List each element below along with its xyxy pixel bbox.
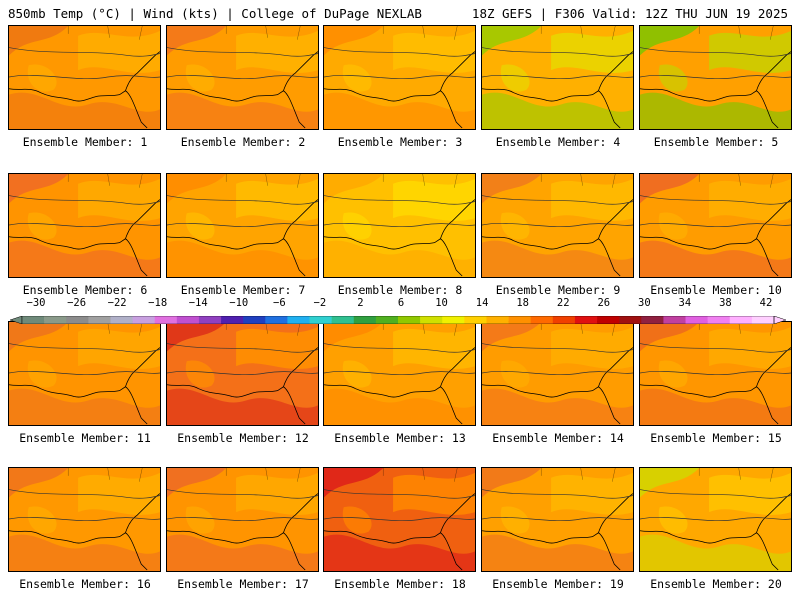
colorbar-tick-label: 42 bbox=[759, 297, 773, 309]
colorbar-tick-label: 26 bbox=[597, 297, 611, 309]
ensemble-map-panel bbox=[166, 25, 319, 130]
colorbar-tick-label: 10 bbox=[435, 297, 448, 309]
ensemble-map-panel bbox=[166, 321, 319, 426]
colorbar-tick-label: −10 bbox=[229, 297, 249, 309]
ensemble-member-label: Ensemble Member: 18 bbox=[334, 577, 466, 591]
ensemble-member-label: Ensemble Member: 11 bbox=[19, 431, 151, 445]
colorbar-tick-label: 2 bbox=[357, 297, 364, 309]
ensemble-member-label: Ensemble Member: 16 bbox=[19, 577, 151, 591]
ensemble-member-label: Ensemble Member: 3 bbox=[337, 135, 463, 149]
temperature-colorbar bbox=[9, 309, 787, 325]
colorbar-tick-label: 14 bbox=[475, 297, 489, 309]
ensemble-map-panel bbox=[481, 173, 634, 278]
colorbar-tick-label: 18 bbox=[516, 297, 529, 309]
ensemble-map-panel bbox=[323, 173, 476, 278]
ensemble-member-label: Ensemble Member: 1 bbox=[22, 135, 148, 149]
ensemble-member-label: Ensemble Member: 5 bbox=[653, 135, 779, 149]
colorbar-tick-label: −2 bbox=[313, 297, 327, 309]
colorbar-tick-label: −14 bbox=[188, 297, 208, 309]
colorbar-tick-label: −26 bbox=[67, 297, 87, 309]
ensemble-member-label: Ensemble Member: 14 bbox=[492, 431, 624, 445]
colorbar-tick-label: 6 bbox=[397, 297, 405, 309]
ensemble-map-panel bbox=[8, 25, 161, 130]
ensemble-map-panel bbox=[8, 467, 161, 572]
ensemble-map-panel bbox=[8, 173, 161, 278]
ensemble-member-label: Ensemble Member: 8 bbox=[337, 283, 463, 297]
ensemble-map-panel bbox=[639, 467, 792, 572]
colorbar-tick-label: −6 bbox=[273, 297, 286, 309]
colorbar-tick-label: 22 bbox=[556, 297, 570, 309]
chart-title: 850mb Temp (°C) | Wind (kts) | College o… bbox=[8, 6, 422, 21]
ensemble-map-panel bbox=[639, 25, 792, 130]
colorbar-tick-label: 34 bbox=[678, 297, 692, 309]
ensemble-map-panel bbox=[639, 173, 792, 278]
model-run-info: 18Z GEFS | F306 Valid: 12Z THU JUN 19 20… bbox=[471, 6, 788, 21]
ensemble-member-label: Ensemble Member: 15 bbox=[650, 431, 782, 445]
ensemble-member-label: Ensemble Member: 9 bbox=[495, 283, 621, 297]
ensemble-map-panel bbox=[323, 25, 476, 130]
ensemble-member-label: Ensemble Member: 7 bbox=[180, 283, 306, 297]
colorbar-tick-label: −18 bbox=[148, 297, 168, 309]
ensemble-member-label: Ensemble Member: 13 bbox=[334, 431, 466, 445]
ensemble-member-label: Ensemble Member: 4 bbox=[495, 135, 621, 149]
ensemble-map-panel bbox=[323, 321, 476, 426]
colorbar-tick-label: −22 bbox=[107, 297, 127, 309]
ensemble-map-panel bbox=[166, 467, 319, 572]
ensemble-member-label: Ensemble Member: 20 bbox=[650, 577, 782, 591]
ensemble-map-panel bbox=[8, 321, 161, 426]
colorbar-tick-label: 30 bbox=[638, 297, 651, 309]
ensemble-map-panel bbox=[481, 321, 634, 426]
colorbar-tick-label: −30 bbox=[26, 297, 46, 309]
ensemble-member-label: Ensemble Member: 2 bbox=[180, 135, 306, 149]
ensemble-member-label: Ensemble Member: 6 bbox=[22, 283, 148, 297]
ensemble-map-panel bbox=[639, 321, 792, 426]
ensemble-map-panel bbox=[481, 467, 634, 572]
ensemble-map-panel bbox=[323, 467, 476, 572]
ensemble-map-panel bbox=[481, 25, 634, 130]
ensemble-member-label: Ensemble Member: 19 bbox=[492, 577, 624, 591]
ensemble-member-label: Ensemble Member: 10 bbox=[650, 283, 782, 297]
ensemble-member-label: Ensemble Member: 12 bbox=[177, 431, 309, 445]
ensemble-map-panel bbox=[166, 173, 319, 278]
ensemble-member-label: Ensemble Member: 17 bbox=[177, 577, 309, 591]
colorbar-tick-label: 38 bbox=[719, 297, 732, 309]
